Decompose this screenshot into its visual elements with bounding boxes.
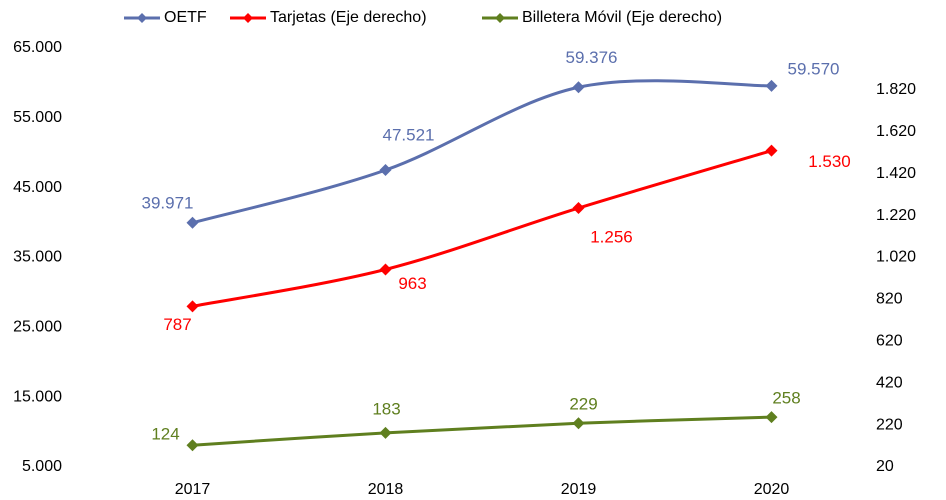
point-marker	[379, 426, 392, 439]
x-tick-label: 2017	[175, 481, 211, 498]
series-line	[192, 415, 772, 447]
y2-tick-label: 620	[876, 333, 903, 350]
x-tick-label: 2019	[561, 481, 597, 498]
y-tick-label: 65.000	[13, 39, 62, 56]
data-label: 124	[151, 425, 179, 444]
y2-tick-label: 1.220	[876, 207, 916, 224]
y-tick-label: 25.000	[13, 319, 62, 336]
y-tick-label: 45.000	[13, 179, 62, 196]
point-marker	[572, 202, 585, 215]
legend-label: Tarjetas (Eje derecho)	[270, 9, 427, 26]
y-tick-label: 35.000	[13, 249, 62, 266]
y2-tick-label: 1.620	[876, 123, 916, 140]
legend-marker	[137, 13, 147, 23]
point-marker	[186, 439, 199, 452]
data-label: 787	[163, 315, 191, 334]
legend-marker	[243, 13, 253, 23]
y2-tick-label: 820	[876, 291, 903, 308]
data-label: 183	[372, 399, 400, 418]
x-tick-label: 2020	[754, 481, 790, 498]
y2-tick-label: 420	[876, 374, 903, 391]
data-label: 1.530	[808, 152, 851, 171]
y-tick-label: 55.000	[13, 109, 62, 126]
y2-tick-label: 20	[876, 458, 894, 475]
data-label: 229	[569, 395, 597, 414]
data-label: 47.521	[383, 126, 435, 145]
legend-marker	[495, 13, 505, 23]
point-marker	[572, 81, 585, 94]
point-marker	[186, 300, 199, 313]
data-label: 1.256	[590, 228, 633, 247]
y-tick-label: 5.000	[22, 458, 62, 475]
y-tick-label: 15.000	[13, 388, 62, 405]
data-label: 59.376	[566, 48, 618, 67]
point-marker	[572, 417, 585, 430]
data-label: 59.570	[788, 59, 840, 78]
data-label: 963	[398, 274, 426, 293]
point-marker	[379, 263, 392, 276]
y2-tick-label: 1.020	[876, 249, 916, 266]
point-marker	[765, 144, 778, 157]
point-marker	[379, 164, 392, 177]
point-marker	[186, 216, 199, 229]
y2-tick-label: 220	[876, 416, 903, 433]
series-line	[192, 79, 772, 225]
y2-tick-label: 1.820	[876, 81, 916, 98]
x-tick-label: 2018	[368, 481, 404, 498]
data-label: 39.971	[142, 193, 194, 212]
series-line	[192, 149, 772, 308]
point-marker	[765, 79, 778, 92]
data-label: 258	[772, 389, 800, 408]
legend-label: Billetera Móvil (Eje derecho)	[522, 9, 722, 26]
legend-label: OETF	[164, 9, 207, 26]
y2-tick-label: 1.420	[876, 165, 916, 182]
point-marker	[765, 411, 778, 424]
